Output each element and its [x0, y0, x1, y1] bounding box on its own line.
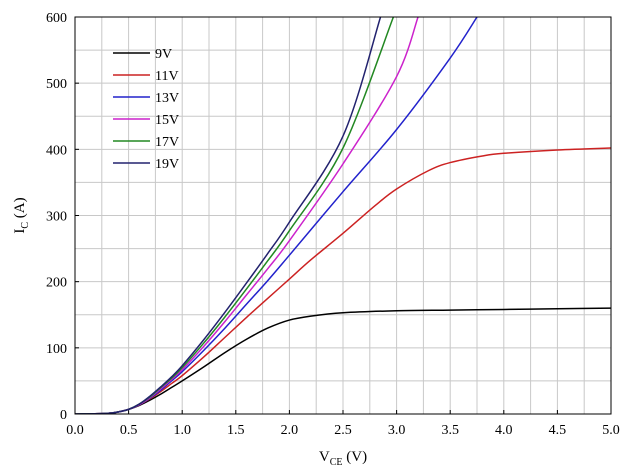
legend-label-19V: 19V [155, 157, 179, 172]
y-axis-title-sub: C [20, 222, 31, 229]
plot-frame [74, 16, 612, 415]
series-line-19V [75, 17, 382, 414]
x-axis-title-sub: CE [330, 457, 343, 468]
legend: 9V 11V 13V 15V 17V 19V [113, 47, 179, 172]
legend-label-15V: 15V [155, 113, 179, 128]
y-tick-label: 0 [60, 408, 67, 423]
x-tick-label: 4.0 [495, 423, 513, 438]
legend-label-17V: 17V [155, 135, 179, 150]
legend-label-9V: 9V [155, 47, 172, 62]
x-axis-title-main: V [319, 449, 330, 465]
legend-label-13V: 13V [155, 91, 179, 106]
x-axis-title-unit: (V) [343, 449, 368, 465]
y-tick-label: 600 [46, 11, 67, 26]
x-tick-label: 4.5 [549, 423, 567, 438]
x-tick-label: 3.5 [441, 423, 459, 438]
x-tick-label: 5.0 [602, 423, 620, 438]
x-tick-label: 2.0 [281, 423, 299, 438]
x-tick-label: 1.0 [173, 423, 191, 438]
x-tick-label: 1.5 [227, 423, 245, 438]
x-tick-label: 0.5 [120, 423, 138, 438]
tick-labels: 0.0 0.5 1.0 1.5 2.0 2.5 3.0 3.5 4.0 4.5 5.0 0 100 200… [46, 11, 620, 438]
y-tick-label: 200 [46, 276, 67, 291]
x-tick-label: 3.0 [388, 423, 406, 438]
y-tick-label: 300 [46, 210, 67, 225]
series-lines [75, 17, 611, 414]
y-axis-title-main: I [12, 229, 28, 234]
y-axis-title-unit: (A) [12, 197, 28, 222]
y-tick-label: 100 [46, 342, 67, 357]
x-tick-label: 2.5 [334, 423, 352, 438]
legend-label-11V: 11V [155, 69, 179, 84]
y-tick-label: 500 [46, 77, 67, 92]
x-tick-label: 0.0 [66, 423, 84, 438]
y-tick-label: 400 [46, 143, 67, 158]
x-axis-title: VCE (V) [319, 449, 367, 468]
y-axis-title: IC (A) [12, 197, 31, 233]
